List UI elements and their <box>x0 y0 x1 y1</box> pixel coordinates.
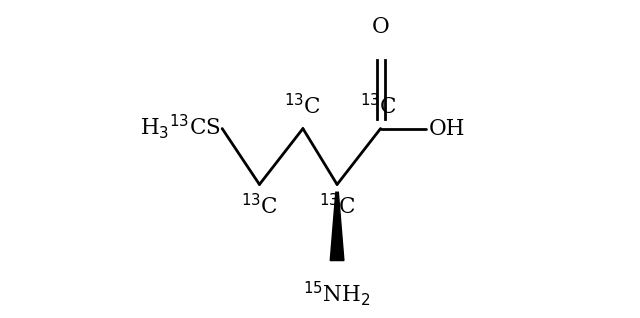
Text: $^{13}$C: $^{13}$C <box>360 94 397 119</box>
Text: $^{13}$C: $^{13}$C <box>284 94 321 119</box>
Text: $^{15}$NH$_2$: $^{15}$NH$_2$ <box>303 279 371 308</box>
Text: H$_3$$^{13}$CS: H$_3$$^{13}$CS <box>140 113 221 142</box>
Text: OH: OH <box>429 118 465 140</box>
Polygon shape <box>330 192 344 260</box>
Text: O: O <box>372 17 389 38</box>
Text: $^{13}$C: $^{13}$C <box>319 194 356 219</box>
Text: $^{13}$C: $^{13}$C <box>241 194 278 219</box>
